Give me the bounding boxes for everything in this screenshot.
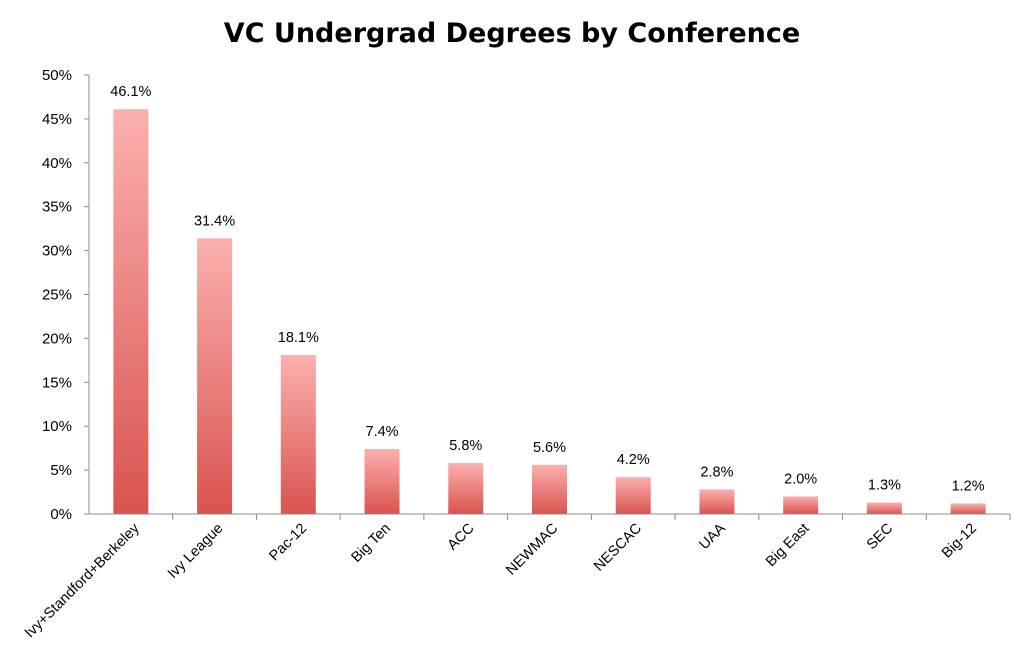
y-tick-label: 10%: [42, 418, 72, 435]
data-label: 7.4%: [366, 424, 399, 440]
category-label: ACC: [445, 521, 478, 554]
bar: [615, 477, 651, 514]
data-label: 2.0%: [784, 471, 817, 487]
data-label: 5.6%: [533, 440, 566, 456]
bar: [866, 502, 902, 514]
category-label: Big Ten: [349, 521, 394, 566]
y-tick-label: 50%: [42, 67, 72, 84]
data-label: 4.2%: [617, 452, 650, 468]
y-tick-label: 45%: [42, 111, 72, 128]
x-axis: Ivy+Standford+Berkeley Ivy League Pac-12 Bi…: [22, 514, 1011, 641]
data-label: 5.8%: [449, 438, 482, 454]
bar: [950, 503, 986, 514]
data-label: 31.4%: [194, 213, 235, 229]
y-tick-label: 30%: [42, 243, 72, 260]
bar: [364, 449, 400, 514]
bar: [699, 489, 735, 514]
data-label: 1.2%: [952, 478, 985, 494]
category-label: NEWMAC: [503, 521, 561, 579]
y-tick-label: 20%: [42, 330, 72, 347]
category-label: Ivy+Standford+Berkeley: [22, 520, 143, 641]
category-label: Big East: [763, 521, 812, 570]
category-label: SEC: [864, 521, 896, 553]
chart-title: VC Undergrad Degrees by Conference: [224, 18, 800, 49]
y-tick-label: 15%: [42, 374, 72, 391]
y-tick-label: 25%: [42, 287, 72, 304]
y-tick-label: 35%: [42, 199, 72, 216]
bar: [113, 109, 149, 514]
category-label: Ivy League: [165, 521, 226, 582]
data-label: 1.3%: [868, 478, 901, 494]
y-tick-label: 0%: [50, 506, 72, 523]
y-axis: 0% 5% 10% 15% 20% 25% 30% 35% 40% 45% 50%: [42, 67, 89, 523]
category-label: Pac-12: [266, 521, 310, 565]
bar: [532, 464, 567, 514]
bar: [448, 463, 484, 514]
bar: [280, 355, 316, 514]
bar: [197, 238, 233, 515]
data-label: 18.1%: [278, 330, 319, 346]
y-tick-label: 40%: [42, 155, 72, 172]
y-tick-label: 5%: [50, 462, 72, 479]
category-label: NESCAC: [591, 521, 645, 575]
bar: [783, 496, 819, 514]
bars-group: 46.1% 31.4% 18.1% 7.4% 5.8% 5.6% 4.2% 2.8% 2.0% 1…: [110, 84, 986, 515]
data-label: 46.1%: [110, 84, 151, 100]
category-label: UAA: [696, 520, 729, 553]
category-label: Big-12: [939, 521, 980, 562]
data-label: 2.8%: [700, 464, 733, 480]
